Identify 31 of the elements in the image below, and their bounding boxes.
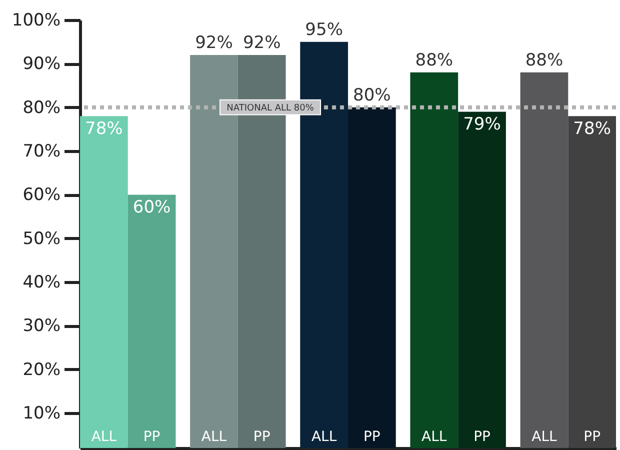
- y-tick-label: 90%: [22, 54, 60, 74]
- x-tick-label: PP: [363, 429, 380, 445]
- data-label: 78%: [573, 119, 611, 140]
- data-label: 92%: [242, 32, 281, 53]
- y-tick-label: 50%: [22, 228, 60, 249]
- y-tick-label: 100%: [12, 10, 60, 30]
- x-tick-label: ALL: [91, 429, 117, 445]
- y-tick-label: 30%: [22, 316, 60, 336]
- y-tick-label: 70%: [22, 142, 60, 162]
- data-label: 78%: [85, 119, 123, 140]
- data-label: 79%: [463, 114, 501, 135]
- x-tick-label: PP: [584, 429, 601, 445]
- x-tick-label: ALL: [422, 429, 447, 445]
- data-label: 88%: [525, 50, 564, 70]
- x-tick-label: ALL: [532, 429, 557, 445]
- data-label: 80%: [353, 85, 391, 106]
- x-tick-label: PP: [253, 429, 270, 445]
- y-tick-label: 80%: [22, 98, 60, 118]
- y-tick-label: 40%: [22, 272, 60, 293]
- data-label: 60%: [132, 198, 171, 218]
- y-tick-label: 20%: [22, 360, 60, 380]
- x-tick-label: ALL: [311, 429, 337, 445]
- data-label: 88%: [415, 50, 454, 70]
- data-label: 95%: [305, 20, 343, 40]
- data-label: 92%: [195, 32, 233, 53]
- x-tick-label: PP: [474, 429, 490, 445]
- x-tick-label: ALL: [201, 429, 227, 445]
- x-tick-label: PP: [143, 429, 160, 445]
- y-tick-label: 60%: [22, 185, 60, 206]
- ref-line-label: NATIONAL ALL 80%: [226, 103, 314, 114]
- y-tick-label: 10%: [22, 404, 60, 424]
